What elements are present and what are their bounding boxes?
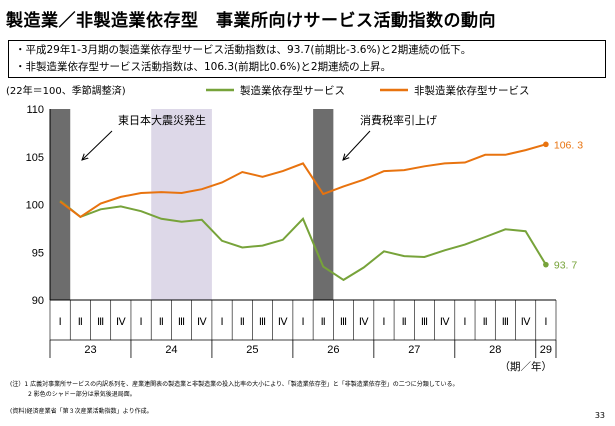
quarter-label: Ⅱ <box>159 317 164 328</box>
quarter-label: Ⅰ <box>59 317 62 328</box>
y-tick-label: 105 <box>26 152 44 164</box>
y-tick-label: 90 <box>32 295 44 307</box>
series-end-point <box>543 141 549 148</box>
year-label: 24 <box>165 344 177 356</box>
quarter-label: Ⅳ <box>521 317 532 328</box>
quarter-label: Ⅲ <box>340 317 347 328</box>
legend-label: 製造業依存型サービス <box>240 84 345 97</box>
quarter-label: Ⅳ <box>197 317 208 328</box>
quarter-label: Ⅳ <box>359 317 370 328</box>
legend-label: 非製造業依存型サービス <box>414 84 530 97</box>
series-end-point <box>543 261 549 268</box>
period-axis-label: （期／年） <box>500 360 553 373</box>
series-line <box>59 199 547 282</box>
quarter-label: Ⅱ <box>483 317 488 328</box>
quarter-label: Ⅰ <box>220 317 223 328</box>
year-label: 29 <box>540 344 552 356</box>
year-label: 26 <box>327 344 339 356</box>
summary-bullet: ・平成29年1-3月期の製造業依存型サービス活動指数は、93.7(前期比-3.6… <box>15 44 472 56</box>
quarter-label: Ⅱ <box>78 317 83 328</box>
quarter-label: Ⅰ <box>544 317 547 328</box>
year-label: 27 <box>408 344 420 356</box>
quarter-label: Ⅱ <box>240 317 245 328</box>
year-label: 28 <box>489 344 501 356</box>
y-tick-label: 95 <box>32 247 44 259</box>
shade-region <box>151 109 212 300</box>
year-label: 25 <box>246 344 258 356</box>
quarter-label: Ⅲ <box>259 317 266 328</box>
quarter-label: Ⅰ <box>382 317 385 328</box>
quarter-label: Ⅰ <box>301 317 304 328</box>
page-title: 製造業／非製造業依存型 事業所向けサービス活動指数の動向 <box>6 11 496 31</box>
summary-box: ・平成29年1-3月期の製造業依存型サービス活動指数は、93.7(前期比-3.6… <box>8 40 606 78</box>
series-end-label: 93. 7 <box>554 260 578 272</box>
quarter-label: Ⅱ <box>402 317 407 328</box>
y-tick-label: 110 <box>26 104 44 116</box>
footnote: (注）1 広義対事業所サービスの内訳系列を、産業連関表の製造業と非製造業の投入比… <box>10 381 459 388</box>
annotation-label: 消費税率引上げ <box>360 113 437 127</box>
quarter-label: Ⅲ <box>178 317 185 328</box>
y-tick-label: 100 <box>26 200 44 212</box>
year-label: 23 <box>84 344 96 356</box>
recession-shade <box>50 109 71 300</box>
source-note: (資料)経済産業省「第３次産業活動指数」より作成。 <box>10 408 153 415</box>
unit-label: (22年＝100、季節調整済) <box>6 84 126 97</box>
quarter-label: Ⅲ <box>97 317 104 328</box>
annotation-label: 東日本大震災発生 <box>118 113 206 127</box>
series-end-label: 106. 3 <box>554 139 583 151</box>
series-line <box>59 143 547 219</box>
footnote: 2 影色のシャドー部分は景気後退局面。 <box>10 391 136 398</box>
summary-bullet: ・非製造業依存型サービス活動指数は、106.3(前期比0.6%)と2期連続の上昇… <box>15 61 392 73</box>
quarter-label: Ⅲ <box>502 317 509 328</box>
annotation-arrow <box>82 130 113 160</box>
quarter-label: Ⅲ <box>421 317 428 328</box>
quarter-label: Ⅳ <box>116 317 127 328</box>
quarter-label: Ⅱ <box>321 317 326 328</box>
annotation-arrow <box>343 130 371 160</box>
quarter-label: Ⅳ <box>278 317 289 328</box>
quarter-label: Ⅳ <box>440 317 451 328</box>
quarter-label: Ⅰ <box>140 317 143 328</box>
page-number: 33 <box>594 411 605 420</box>
quarter-label: Ⅰ <box>463 317 466 328</box>
